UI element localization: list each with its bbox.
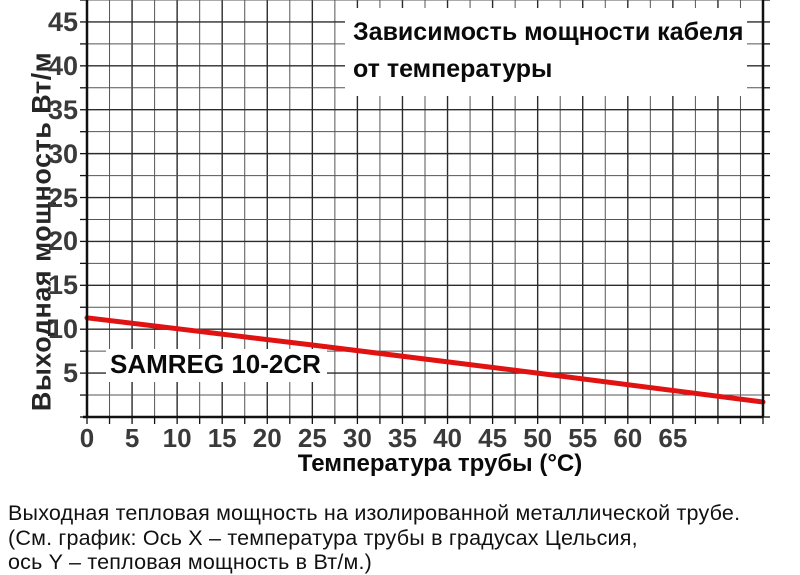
- x-tick-label: 40: [433, 423, 462, 453]
- x-tick-label: 20: [252, 423, 282, 453]
- x-tick-label: 15: [207, 423, 237, 453]
- x-axis-title: Температура трубы (°C): [297, 450, 583, 477]
- x-tick-label: 10: [162, 423, 192, 453]
- chart-title-line2: от температуры: [353, 55, 553, 83]
- figure-caption: Выходная тепловая мощность на изолирован…: [8, 501, 798, 575]
- chart-title-line1: Зависимость мощности кабеля: [353, 18, 744, 46]
- y-tick-label: 35: [47, 94, 78, 125]
- x-tick-label: 25: [297, 423, 327, 453]
- series-label: SAMREG 10-2CR: [106, 349, 327, 382]
- x-tick-label: 30: [342, 423, 372, 453]
- data-line-samreg-10-2cr: [84, 315, 766, 405]
- x-tick-label: 50: [523, 423, 553, 453]
- chart-title-box: Зависимость мощности кабеля от температу…: [345, 8, 747, 96]
- x-tick-label: 55: [568, 423, 598, 453]
- caption-line1: Выходная тепловая мощность на изолирован…: [8, 501, 741, 525]
- x-tick-label: 0: [79, 423, 95, 453]
- x-tick-label: 65: [658, 423, 688, 453]
- chart-area: Зависимость мощности кабеля от температу…: [27, 0, 770, 477]
- x-tick-label: 45: [478, 423, 508, 453]
- x-tick-label: 60: [613, 423, 643, 453]
- y-tick-label: 5: [62, 358, 78, 389]
- y-tick-label: 45: [47, 6, 78, 37]
- x-tick-label: 5: [124, 423, 140, 453]
- y-tick-label: 15: [47, 270, 78, 301]
- y-tick-label: 30: [47, 138, 78, 169]
- caption-line3: ось Y – тепловая мощность в Вт/м.): [8, 550, 373, 574]
- x-tick-label: 35: [387, 423, 417, 453]
- y-tick-label: 40: [47, 50, 78, 81]
- y-tick-label: 25: [47, 182, 78, 213]
- y-tick-label: 20: [47, 226, 78, 257]
- caption-line2: (См. график: Ось X – температура трубы в…: [8, 525, 638, 550]
- y-tick-label: 10: [47, 314, 78, 345]
